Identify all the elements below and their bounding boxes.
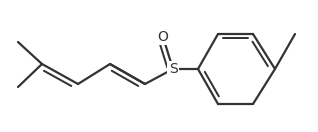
Text: O: O xyxy=(157,30,169,44)
Text: S: S xyxy=(169,62,177,76)
